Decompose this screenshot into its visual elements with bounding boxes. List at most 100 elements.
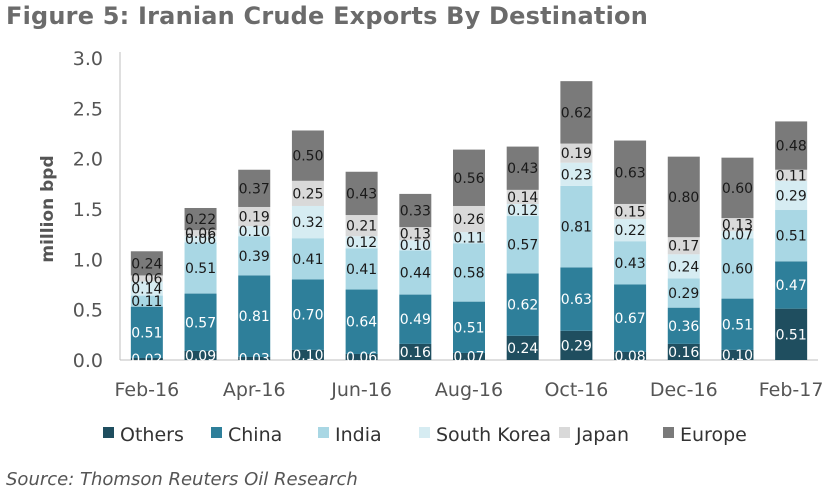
data-label: 0.41: [346, 262, 377, 278]
bar-segment: [775, 261, 808, 309]
chart-title: Figure 5: Iranian Crude Exports By Desti…: [6, 2, 648, 30]
bar-segment: [560, 81, 593, 144]
legend-label: Europe: [680, 424, 747, 446]
bar-segment: [560, 330, 593, 360]
data-label: 0.19: [561, 146, 592, 162]
data-label: 0.51: [776, 327, 807, 343]
data-label: 0.26: [453, 212, 484, 228]
data-label: 0.11: [131, 294, 162, 310]
bar-segment: [506, 146, 539, 190]
data-label: 0.25: [292, 186, 323, 202]
legend-label: Japan: [575, 424, 629, 446]
bar-segment: [667, 307, 700, 344]
bar-segment: [614, 351, 647, 360]
bar-segment: [721, 298, 754, 350]
legend-swatch: [211, 427, 222, 438]
legend-label: South Korea: [436, 424, 551, 446]
data-label: 0.57: [185, 315, 216, 331]
bar-segment: [721, 349, 754, 360]
bar-segment: [560, 185, 593, 268]
bar-segment: [238, 206, 271, 227]
legend-swatch: [559, 427, 570, 438]
data-label: 0.33: [400, 204, 431, 220]
legend-label: India: [335, 424, 382, 446]
legend: Others China India South Korea Japan Europe: [103, 424, 747, 446]
bar-segment: [453, 149, 485, 206]
data-label: 0.63: [561, 292, 592, 308]
bar-segment: [130, 295, 163, 307]
legend-swatch: [103, 427, 114, 438]
data-label: 0.29: [776, 188, 807, 204]
legend-swatch: [663, 427, 674, 438]
y-tick-label: 1.0: [73, 249, 103, 271]
data-label: 0.14: [507, 190, 538, 206]
bar-segment: [506, 335, 539, 360]
data-label: 0.06: [346, 350, 377, 366]
bar-segment: [453, 301, 485, 353]
data-label: 0.12: [346, 235, 377, 251]
bar-segment: [614, 203, 647, 220]
bar-segment: [775, 210, 808, 262]
data-label: 0.62: [561, 105, 592, 121]
bar-segment: [506, 189, 539, 204]
bar-segment: [453, 232, 485, 244]
bar-segment: [614, 284, 647, 352]
data-label: 0.67: [614, 311, 645, 327]
data-label: 0.57: [507, 238, 538, 254]
bar-segment: [506, 216, 539, 274]
bar-segment: [184, 207, 217, 231]
bars: [130, 81, 808, 360]
data-label: 0.81: [561, 220, 592, 236]
y-tick-label: 3.0: [73, 48, 103, 70]
bar-segment: [614, 140, 647, 204]
bar-segment: [775, 169, 808, 181]
data-label: 0.16: [668, 345, 699, 361]
data-label: 0.43: [507, 161, 538, 177]
bar-segment: [291, 130, 324, 181]
bar-segment: [614, 219, 647, 242]
bar-segment: [184, 236, 217, 243]
data-label: 0.64: [346, 315, 377, 331]
data-label: 0.06: [185, 232, 216, 248]
bar-segment: [238, 236, 271, 276]
data-label: 0.51: [131, 325, 162, 341]
x-tick-label: Dec-16: [650, 379, 718, 401]
data-label: 0.21: [346, 219, 377, 235]
bar-segment: [667, 156, 700, 238]
bar-segment: [238, 169, 271, 207]
bar-segment: [291, 205, 324, 239]
data-label: 0.44: [400, 265, 431, 281]
data-label: 0.06: [185, 226, 216, 242]
bar-segment: [399, 240, 432, 251]
bar-segment: [721, 157, 754, 219]
data-label: 0.13: [400, 227, 431, 243]
data-label: 0.62: [507, 298, 538, 314]
data-label: 0.58: [453, 265, 484, 281]
data-label: 0.49: [400, 312, 431, 328]
bar-segment: [238, 356, 271, 360]
bar-segment: [506, 273, 539, 336]
data-label: 0.03: [239, 351, 270, 367]
bar-segment: [560, 267, 593, 331]
data-label: 0.08: [614, 349, 645, 365]
bar-segment: [721, 238, 754, 299]
data-label: 0.12: [507, 203, 538, 219]
y-tick-label: 2.5: [73, 98, 103, 120]
bar-segment: [130, 251, 163, 276]
bar-segment: [721, 218, 754, 232]
bar-segment: [184, 293, 217, 351]
data-label: 0.11: [776, 168, 807, 184]
data-label: 0.17: [668, 239, 699, 255]
data-label: 0.60: [722, 181, 753, 197]
data-label: 0.07: [722, 228, 753, 244]
data-label: 0.06: [131, 271, 162, 287]
data-label: 0.51: [185, 261, 216, 277]
bar-segment: [560, 162, 593, 186]
data-label: 0.14: [131, 282, 162, 298]
data-label: 0.23: [561, 167, 592, 183]
legend-label: Others: [120, 424, 184, 446]
data-labels: 0.020.510.110.140.060.240.090.570.510.06…: [131, 105, 806, 368]
legend-swatch: [318, 427, 329, 438]
source-note: Source: Thomson Reuters Oil Research: [6, 469, 358, 490]
data-label: 0.10: [292, 348, 323, 364]
